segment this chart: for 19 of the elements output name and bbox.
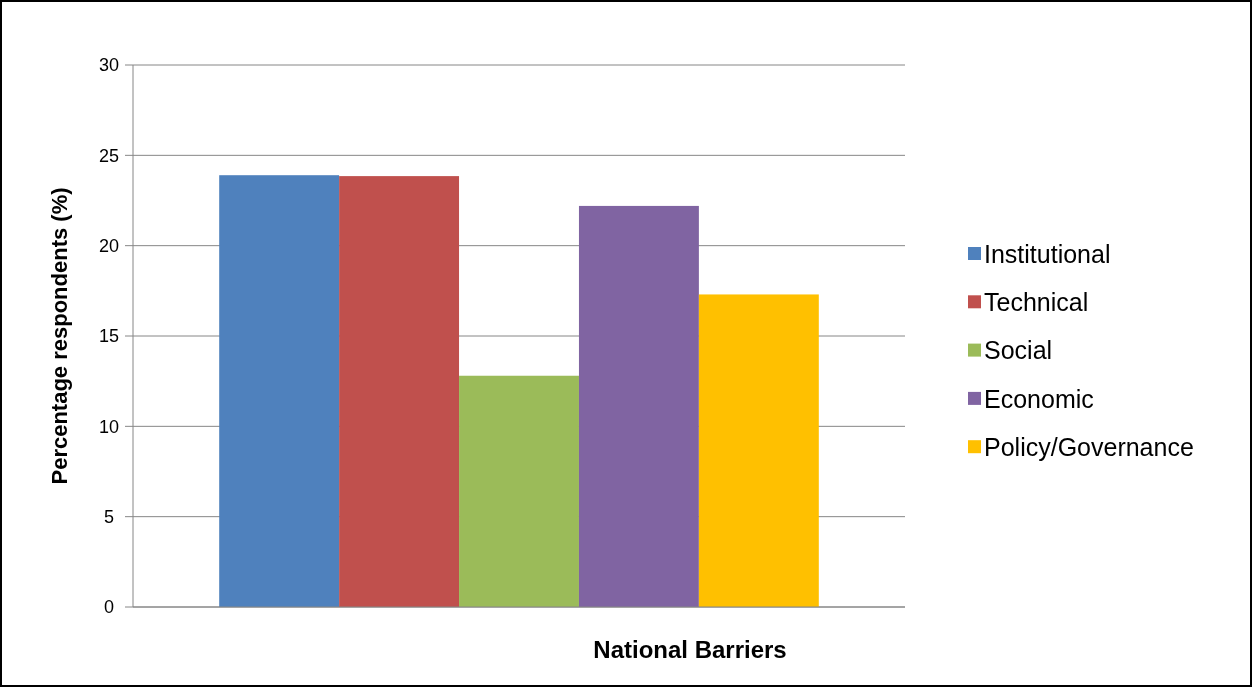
y-axis-title: Percentage respondents (%) bbox=[47, 187, 72, 485]
y-tick-label: 25 bbox=[98, 145, 120, 166]
bar bbox=[339, 176, 460, 607]
bar bbox=[219, 175, 340, 607]
legend-label: Policy/Governance bbox=[984, 432, 1194, 461]
y-tick-label: 10 bbox=[98, 416, 120, 437]
bar bbox=[459, 375, 579, 607]
legend-label: Technical bbox=[984, 288, 1089, 317]
bar bbox=[578, 205, 699, 607]
legend-label: Social bbox=[984, 336, 1053, 365]
y-tick-label: 5 bbox=[103, 506, 115, 527]
bar bbox=[698, 294, 819, 607]
y-tick-label: 15 bbox=[98, 326, 120, 347]
legend-label: Institutional bbox=[984, 239, 1111, 268]
x-axis-title: National Barriers bbox=[593, 636, 787, 663]
y-tick-label: 20 bbox=[98, 235, 120, 256]
legend-label: Economic bbox=[984, 384, 1094, 413]
y-tick-label: 0 bbox=[103, 597, 115, 618]
y-tick-label: 30 bbox=[98, 55, 120, 76]
